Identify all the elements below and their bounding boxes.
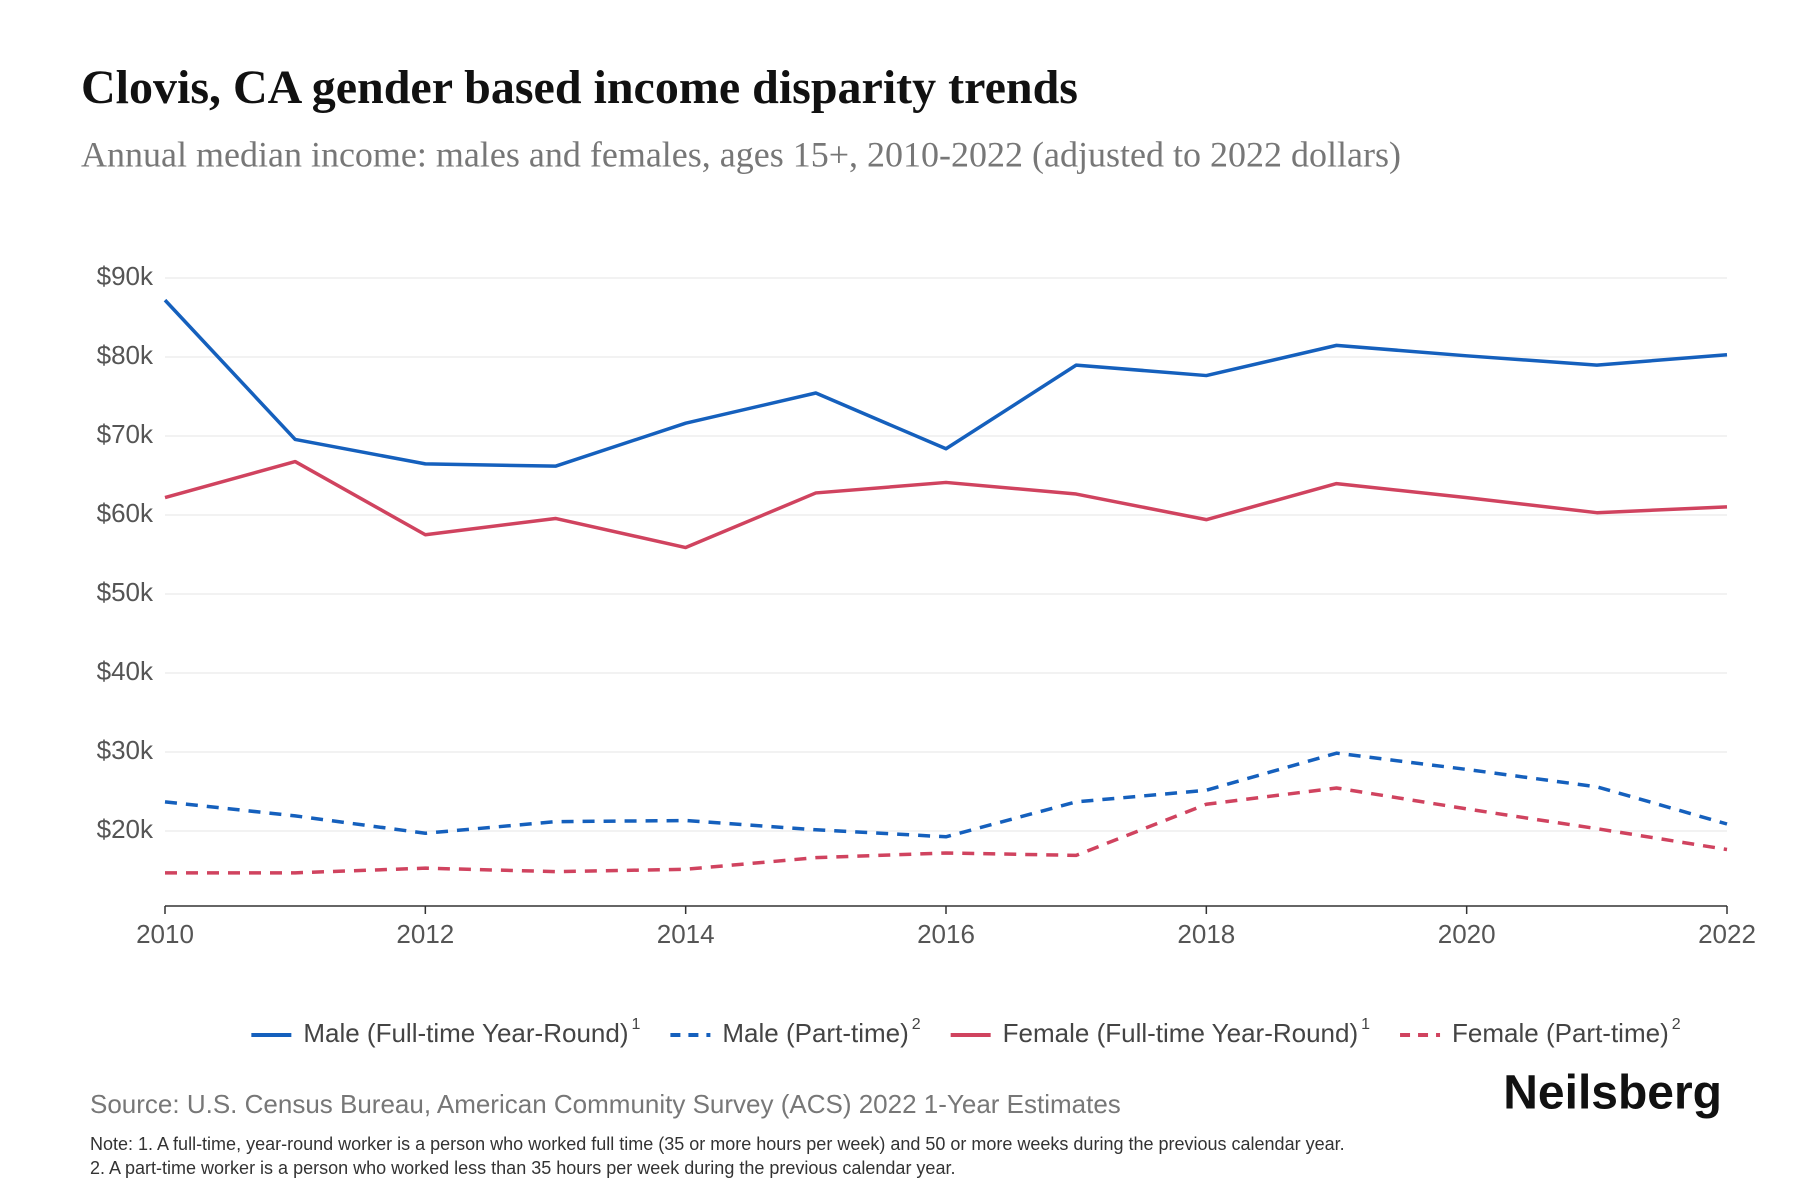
legend-footnote: 2 — [912, 1016, 921, 1033]
legend-footnote: 2 — [1672, 1016, 1681, 1033]
y-tick-label: $50k — [97, 577, 154, 607]
x-tick-label: 2020 — [1438, 919, 1496, 949]
series-line — [164, 459, 1728, 550]
y-tick-label: $90k — [97, 261, 154, 291]
series-line — [165, 786, 1728, 875]
legend-label: Male (Full-time Year-Round) — [303, 1018, 628, 1048]
legend-label: Female (Full-time Year-Round) — [1003, 1018, 1358, 1048]
legend-item: Female (Part-time) 2 — [1400, 1016, 1681, 1048]
legend-label: Male (Part-time) — [722, 1018, 908, 1048]
y-tick-label: $80k — [97, 340, 154, 370]
legend-footnote: 1 — [631, 1016, 640, 1033]
legend-item: Female (Full-time Year-Round) 1 — [950, 1016, 1370, 1048]
series-line — [164, 751, 1728, 839]
x-tick-label: 2016 — [917, 919, 975, 949]
y-tick-label: $20k — [97, 814, 154, 844]
y-tick-label: $60k — [97, 498, 154, 528]
x-tick-label: 2012 — [396, 919, 454, 949]
legend-item: Male (Part-time) 2 — [670, 1016, 921, 1048]
source: Source: U.S. Census Bureau, American Com… — [90, 1089, 1121, 1119]
x-tick-label: 2010 — [136, 919, 194, 949]
legend-label: Female (Part-time) — [1452, 1018, 1669, 1048]
y-tick-label: $70k — [97, 419, 154, 449]
note: 2. A part-time worker is a person who wo… — [90, 1158, 955, 1178]
legend-footnote: 1 — [1361, 1016, 1370, 1033]
chart-title: Clovis, CA gender based income disparity… — [81, 61, 1078, 114]
series-line — [163, 298, 1728, 468]
x-tick-label: 2022 — [1698, 919, 1756, 949]
note: Note: 1. A full-time, year-round worker … — [90, 1134, 1345, 1154]
chart-subtitle: Annual median income: males and females,… — [81, 134, 1401, 174]
brand-logo: Neilsberg — [1503, 1067, 1722, 1120]
x-tick-label: 2018 — [1177, 919, 1235, 949]
x-tick-label: 2014 — [657, 919, 715, 949]
y-tick-label: $30k — [97, 735, 154, 765]
y-tick-label: $40k — [97, 656, 154, 686]
legend-item: Male (Full-time Year-Round) 1 — [251, 1016, 640, 1048]
